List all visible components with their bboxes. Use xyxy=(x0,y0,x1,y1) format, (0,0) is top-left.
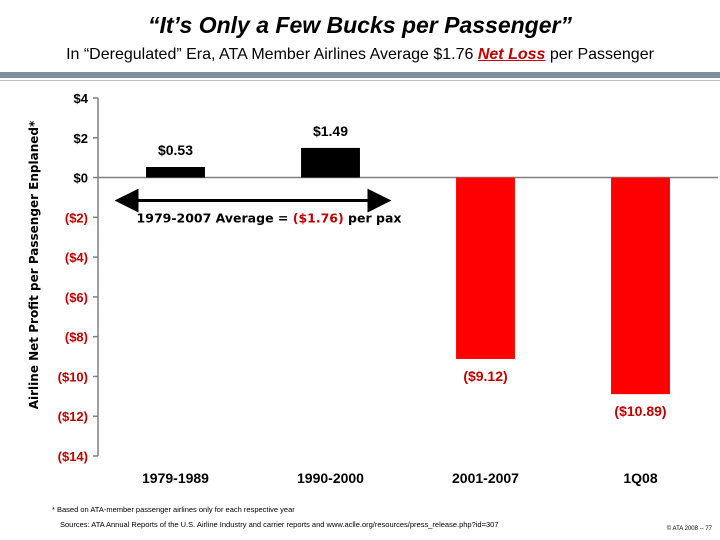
subtitle-emphasis: Net Loss xyxy=(477,46,546,63)
y-tick-label: $4 xyxy=(74,91,89,106)
footnote: * Based on ATA-member passenger airlines… xyxy=(52,505,295,514)
data-label: ($9.12) xyxy=(463,368,507,384)
bar-2001-2007 xyxy=(456,177,515,359)
bar-chart: $4 $2 $0 ($2) ($4) ($6) ($8) ($10) ($12) ($14) $0… xyxy=(58,91,718,486)
y-tick-label: $0 xyxy=(74,171,88,186)
x-tick-label: 1Q08 xyxy=(623,470,657,486)
y-tick-label: ($8) xyxy=(65,330,88,345)
x-tick-label: 1990-2000 xyxy=(297,470,364,486)
average-unit: per pax xyxy=(344,211,402,226)
y-tick-label: ($2) xyxy=(65,210,88,225)
bar-1979-1989 xyxy=(146,167,205,178)
y-tick-label: ($6) xyxy=(65,290,88,305)
x-tick-label: 2001-2007 xyxy=(452,470,519,486)
y-tick-label: ($4) xyxy=(65,250,88,265)
x-tick-label: 1979-1989 xyxy=(142,470,209,486)
y-tick-label: ($10) xyxy=(58,369,88,384)
title-rule xyxy=(0,72,720,78)
bar-1990-2000 xyxy=(301,147,360,178)
data-label: $1.49 xyxy=(313,123,348,139)
slide-title: “It’s Only a Few Bucks per Passenger” xyxy=(148,12,572,38)
average-text: 1979-2007 Average = xyxy=(137,211,293,226)
y-tick-label: $2 xyxy=(74,131,88,146)
copyright: © ATA 2008 -- 77 xyxy=(666,526,712,532)
subtitle-text-start: In “Deregulated” Era, ATA Member Airline… xyxy=(66,46,478,63)
average-annotation: 1979-2007 Average = ($1.76) per pax xyxy=(137,211,402,226)
y-tick-label: ($14) xyxy=(58,449,88,464)
slide-subtitle: In “Deregulated” Era, ATA Member Airline… xyxy=(0,46,720,64)
average-value: ($1.76) xyxy=(293,211,344,226)
data-label: $0.53 xyxy=(158,142,193,158)
title-rule-thin xyxy=(0,80,720,81)
bar-1Q08 xyxy=(611,177,670,395)
source-note: Sources: ATA Annual Reports of the U.S. … xyxy=(60,520,499,529)
y-tick-label: ($12) xyxy=(58,409,88,424)
data-label: ($10.89) xyxy=(614,403,666,419)
subtitle-text-end: per Passenger xyxy=(545,46,654,63)
